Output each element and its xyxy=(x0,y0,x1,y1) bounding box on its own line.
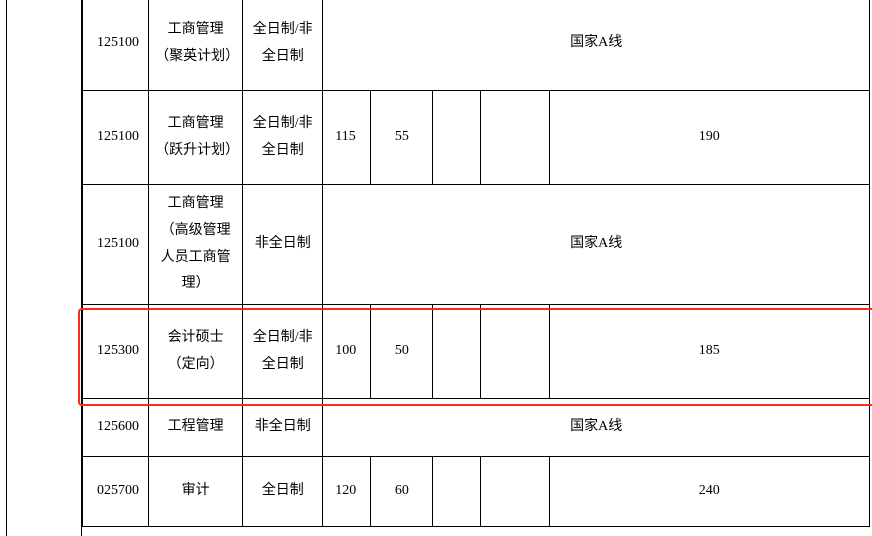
cell-code: 125100 xyxy=(83,185,149,305)
table-row: 125100 工商管理（聚英计划） 全日制/非全日制 国家A线 xyxy=(83,0,870,91)
cell-score-1: 100 xyxy=(323,305,371,399)
cell-mode: 全日制/非全日制 xyxy=(243,0,323,91)
cell-merged-score: 国家A线 xyxy=(323,185,870,305)
cell-name: 工程管理 xyxy=(149,399,243,457)
cell-total: 185 xyxy=(549,305,869,399)
cell-score-4 xyxy=(481,91,549,185)
cell-code: 125600 xyxy=(83,399,149,457)
cell-name: 会计硕士（定向） xyxy=(149,305,243,399)
cell-merged-score: 国家A线 xyxy=(323,0,870,91)
cell-score-1: 115 xyxy=(323,91,371,185)
cell-score-4 xyxy=(481,457,549,527)
table-row: 125100 工商管理（跃升计划） 全日制/非全日制 115 55 190 xyxy=(83,91,870,185)
cell-code: 125100 xyxy=(83,91,149,185)
cell-mode: 全日制/非全日制 xyxy=(243,91,323,185)
table-row: 125100 工商管理（高级管理人员工商管理） 非全日制 国家A线 xyxy=(83,185,870,305)
score-table: 125100 工商管理（聚英计划） 全日制/非全日制 国家A线 125100 工… xyxy=(82,0,870,527)
cell-name: 工商管理（跃升计划） xyxy=(149,91,243,185)
score-table-container: 125100 工商管理（聚英计划） 全日制/非全日制 国家A线 125100 工… xyxy=(82,0,870,527)
cell-mode: 非全日制 xyxy=(243,399,323,457)
cell-score-3 xyxy=(433,457,481,527)
cell-score-2: 50 xyxy=(371,305,433,399)
cell-mode: 非全日制 xyxy=(243,185,323,305)
cell-mode: 全日制 xyxy=(243,457,323,527)
cell-mode: 全日制/非全日制 xyxy=(243,305,323,399)
cell-score-2: 60 xyxy=(371,457,433,527)
cell-name: 审计 xyxy=(149,457,243,527)
cell-name: 工商管理（高级管理人员工商管理） xyxy=(149,185,243,305)
cell-total: 240 xyxy=(549,457,869,527)
cell-merged-score: 国家A线 xyxy=(323,399,870,457)
cell-score-3 xyxy=(433,91,481,185)
cell-code: 125300 xyxy=(83,305,149,399)
cell-score-4 xyxy=(481,305,549,399)
cell-name: 工商管理（聚英计划） xyxy=(149,0,243,91)
cell-code: 025700 xyxy=(83,457,149,527)
cell-score-3 xyxy=(433,305,481,399)
table-row: 125300 会计硕士（定向） 全日制/非全日制 100 50 185 xyxy=(83,305,870,399)
cell-score-1: 120 xyxy=(323,457,371,527)
table-row: 025700 审计 全日制 120 60 240 xyxy=(83,457,870,527)
cell-score-2: 55 xyxy=(371,91,433,185)
cell-code: 125100 xyxy=(83,0,149,91)
table-row: 125600 工程管理 非全日制 国家A线 xyxy=(83,399,870,457)
cell-total: 190 xyxy=(549,91,869,185)
left-stub-column xyxy=(6,0,82,536)
